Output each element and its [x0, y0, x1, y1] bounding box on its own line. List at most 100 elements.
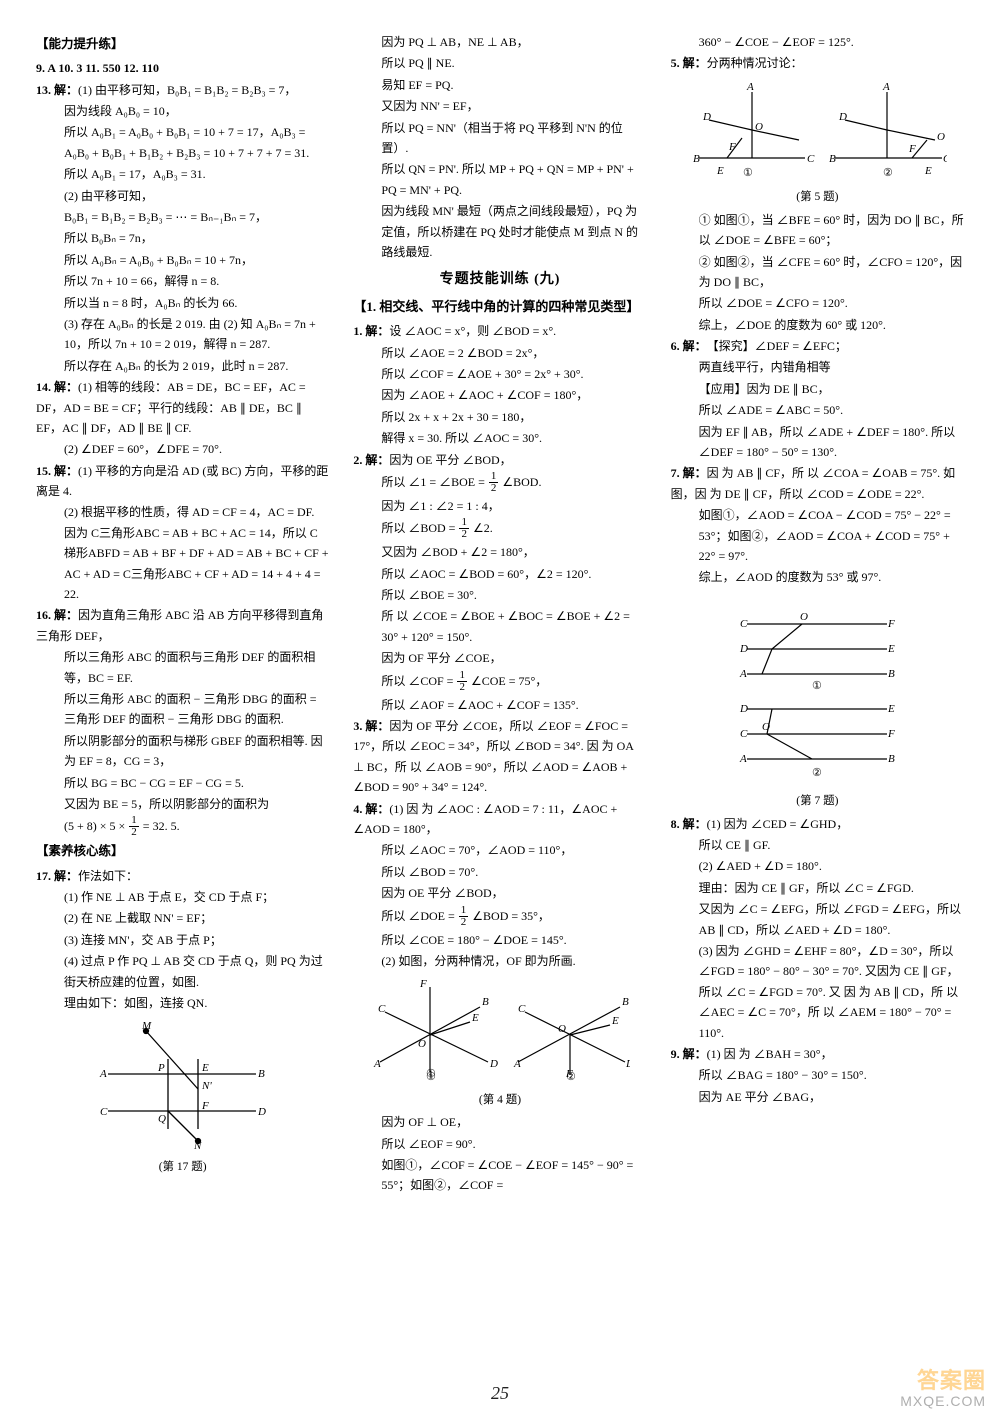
svg-text:E: E [201, 1062, 209, 1074]
section-header-core: 【素养核心练】 [36, 841, 329, 862]
q1-line: 解得 x = 30. 所以 ∠AOC = 30°. [353, 428, 646, 448]
svg-text:E: E [887, 643, 895, 655]
q16-line: 16. 解：因为直角三角形 ABC 沿 AB 方向平移得到直角三角形 DEF， [36, 605, 329, 646]
svg-text:B: B [482, 996, 489, 1008]
svg-text:C: C [740, 618, 748, 630]
q17-line: (4) 过点 P 作 PQ ⊥ AB 交 CD 于点 Q，则 PQ 为过街天桥应… [36, 951, 329, 992]
q15-line: (2) 根据平移的性质，得 AD = CF = 4，AC = DF. 因为 C三… [36, 502, 329, 604]
q2-line: 所以 ∠1 = ∠BOE = 12 ∠BOD. [353, 471, 646, 495]
svg-text:F: F [419, 978, 427, 990]
svg-text:C: C [943, 153, 947, 165]
q4-line: 所以 ∠COE = 180° − ∠DOE = 145°. [353, 930, 646, 950]
column-1: 【能力提升练】 9. A 10. 3 11. 550 12. 110 13. 解… [36, 32, 329, 1362]
q13-line: (3) 存在 A₀Bₙ 的长是 2 019. 由 (2) 知 A₀Bₙ = 7n… [36, 314, 329, 355]
svg-text:D: D [739, 643, 748, 655]
q16-line: 所以阴影部分的面积与梯形 GBEF 的面积相等. 因为 EF = 8，CG = … [36, 731, 329, 772]
q17c-line: 因为线段 MN' 最短（两点之间线段最短），PQ 为定值，所以桥建在 PQ 处时… [353, 201, 646, 262]
q17c-line: 所以 PQ ∥ NE. [353, 53, 646, 73]
q6-line: 所以 ∠ADE = ∠ABC = 50°. [671, 400, 964, 420]
q17-line: (3) 连接 MN'，交 AB 于点 P； [36, 930, 329, 950]
watermark-en: MXQE.COM [900, 1394, 986, 1409]
q5-figure: A B C D O E F A B C D O E F ① ② (第 5 题) [671, 80, 964, 208]
q2-line: 2. 解：因为 OE 平分 ∠BOD， [353, 450, 646, 470]
svg-text:A: A [373, 1058, 381, 1070]
q5-line: ① 如图①，当 ∠BFE = 60° 时，因为 DO ∥ BC，所以 ∠DOE … [671, 210, 964, 251]
svg-text:D: D [625, 1058, 630, 1070]
svg-text:D: D [739, 703, 748, 715]
q4-figure: A C B D F E O A C B D E F O ① ① ② (第 4 题… [353, 977, 646, 1110]
svg-text:①: ① [743, 167, 753, 179]
svg-text:①: ① [426, 1071, 436, 1082]
q14-line: (2) ∠DEF = 60°，∠DFE = 70°. [36, 439, 329, 459]
q17c-line: 易知 EF = PQ. [353, 75, 646, 95]
q6-line: 6. 解：【探究】∠DEF = ∠EFC； [671, 336, 964, 356]
q17-line: (1) 作 NE ⊥ AB 于点 E，交 CD 于点 F； [36, 887, 329, 907]
subsection-title: 【1. 相交线、平行线中角的计算的四种常见类型】 [353, 296, 646, 318]
q4-line: 因为 OF ⊥ OE， [353, 1112, 646, 1132]
svg-text:M: M [141, 1020, 152, 1032]
q13-line: 所以 B₀Bₙ = 7n， [36, 228, 329, 248]
svg-text:E: E [924, 165, 932, 177]
q17-line: 理由如下：如图，连接 QN. [36, 993, 329, 1013]
svg-text:F: F [728, 141, 736, 153]
q16-line: 所以三角形 ABC 的面积与三角形 DEF 的面积相等，BC = EF. [36, 647, 329, 688]
svg-text:D: D [702, 111, 711, 123]
q16-line: 所以三角形 ABC 的面积 − 三角形 DBG 的面积 = 三角形 DEF 的面… [36, 689, 329, 730]
q4-figcap: (第 4 题) [353, 1091, 646, 1111]
q5-line: 综上，∠DOE 的度数为 60° 或 120°. [671, 315, 964, 335]
q4-line: 所以 ∠BOD = 70°. [353, 862, 646, 882]
svg-text:D: D [838, 111, 847, 123]
q4-line: (2) 如图，分两种情况，OF 即为所画. [353, 951, 646, 971]
q17-line: 17. 解：作法如下： [36, 866, 329, 886]
q5-line: 所以 ∠DOE = ∠CFO = 120°. [671, 293, 964, 313]
q13-line: 所以当 n = 8 时，A₀Bₙ 的长为 66. [36, 293, 329, 313]
q13-line: 所以 A₀B₁ = 17，A₀B₃ = 31. [36, 164, 329, 184]
q13-line: 所以 A₀Bₙ = A₀B₀ + B₀Bₙ = 10 + 7n， [36, 250, 329, 270]
unit-title: 专题技能训练 (九) [353, 268, 646, 292]
q16-line: 所以 BG = BC − CG = EF − CG = 5. [36, 773, 329, 793]
q1-line: 1. 解：设 ∠AOC = x°，则 ∠BOD = x°. [353, 321, 646, 341]
q17-figcap: (第 17 题) [36, 1158, 329, 1178]
q13-line: (2) 由平移可知， [36, 186, 329, 206]
q5-line: ② 如图②，当 ∠CFE = 60° 时，∠CFO = 120°，因为 DO ∥… [671, 252, 964, 293]
q2-line: 因为 ∠1 : ∠2 = 1 : 4， [353, 496, 646, 516]
q7-line: 综上，∠AOD 的度数为 53° 或 97°. [671, 567, 964, 587]
q13-line: B₀B₁ = B₁B₂ = B₂B₃ = ⋯ = Bₙ₋₁Bₙ = 7， [36, 207, 329, 227]
svg-text:B: B [829, 153, 836, 165]
svg-text:D: D [257, 1106, 266, 1118]
q6-line: 因为 EF ∥ AB，所以 ∠ADE + ∠DEF = 180°. 所以 ∠DE… [671, 422, 964, 463]
q8-line: (3) 因为 ∠GHD = ∠EHF = 80°，∠D = 30°，所以 ∠FG… [671, 941, 964, 1043]
page-number: 25 [491, 1378, 509, 1409]
q8-line: (2) ∠AED + ∠D = 180°. [671, 856, 964, 876]
svg-text:E: E [611, 1015, 619, 1027]
q2-line: 所以 ∠COF = 12 ∠COE = 75°， [353, 670, 646, 694]
svg-text:F: F [887, 618, 895, 630]
q17c-line: 又因为 NN' = EF， [353, 96, 646, 116]
q13-line: 因为线段 A₀B₀ = 10， [36, 101, 329, 121]
q13-line: 所以存在 A₀Bₙ 的长为 2 019，此时 n = 287. [36, 356, 329, 376]
q2-line: 又因为 ∠BOD + ∠2 = 180°， [353, 542, 646, 562]
svg-text:①: ① [812, 680, 822, 692]
q13-line: 所以 7n + 10 = 66，解得 n = 8. [36, 271, 329, 291]
watermark: 答案圈 MXQE.COM [900, 1369, 986, 1409]
q6-line: 【应用】因为 DE ∥ BC， [671, 379, 964, 399]
svg-text:E: E [471, 1012, 479, 1024]
svg-text:C: C [807, 153, 815, 165]
svg-text:E: E [887, 703, 895, 715]
column-3: 360° − ∠COE − ∠EOF = 125°. 5. 解：分两种情况讨论：… [671, 32, 964, 1362]
svg-text:A: A [513, 1058, 521, 1070]
svg-text:B: B [622, 996, 629, 1008]
svg-text:O: O [558, 1023, 566, 1035]
q1-line: 所以 ∠COF = ∠AOE + 30° = 2x° + 30°. [353, 364, 646, 384]
q8-line: 8. 解：(1) 因为 ∠CED = ∠GHD， [671, 814, 964, 834]
q16-line: (5 + 8) × 5 × 12 = 32. 5. [36, 815, 329, 839]
q5-figcap: (第 5 题) [671, 188, 964, 208]
svg-text:C: C [518, 1003, 526, 1015]
q2-line: 所以 ∠BOE = 30°. [353, 585, 646, 605]
svg-text:F: F [201, 1100, 209, 1112]
watermark-cn: 答案圈 [917, 1368, 986, 1393]
q2-line: 所以 ∠AOC = ∠BOD = 60°，∠2 = 120°. [353, 564, 646, 584]
q7-line: 7. 解：因 为 AB ∥ CF，所 以 ∠COA = ∠OAB = 75°. … [671, 463, 964, 504]
q4c-line: 360° − ∠COE − ∠EOF = 125°. [671, 32, 964, 52]
short-answers: 9. A 10. 3 11. 550 12. 110 [36, 58, 329, 78]
